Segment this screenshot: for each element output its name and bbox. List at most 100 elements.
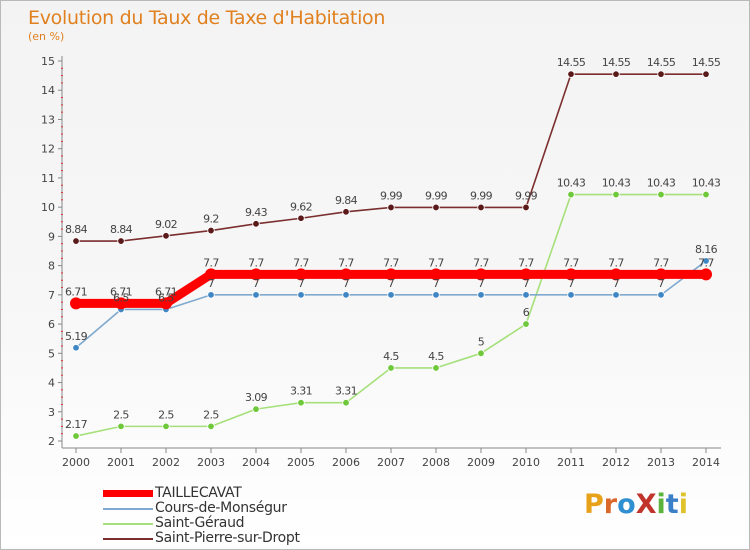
legend-label: Saint-Pierre-sur-Dropt bbox=[155, 530, 300, 546]
series-line bbox=[75, 73, 707, 242]
data-label: 7.7 bbox=[338, 256, 354, 269]
data-point bbox=[207, 291, 215, 299]
data-label: 3.09 bbox=[245, 391, 268, 404]
data-label: 9.02 bbox=[155, 218, 177, 231]
chart-subtitle: (en %) bbox=[28, 30, 65, 43]
data-label: 7 bbox=[208, 277, 215, 290]
data-label: 5 bbox=[478, 335, 485, 348]
data-label: 14.55 bbox=[647, 56, 676, 69]
logo-letter: t bbox=[665, 489, 679, 520]
data-label: 7 bbox=[298, 277, 305, 290]
data-label: 7 bbox=[253, 277, 260, 290]
data-label: 14.55 bbox=[602, 56, 631, 69]
y-tick-label: 7 bbox=[48, 289, 55, 302]
data-point bbox=[162, 422, 170, 431]
x-tick-label: 2003 bbox=[197, 456, 225, 469]
data-point bbox=[160, 297, 172, 310]
data-label: 9.99 bbox=[380, 189, 403, 202]
data-point bbox=[612, 291, 620, 299]
data-point bbox=[702, 257, 710, 265]
data-point bbox=[117, 422, 125, 431]
data-point bbox=[657, 291, 665, 299]
data-label: 2.5 bbox=[203, 408, 219, 421]
data-point bbox=[252, 405, 260, 413]
data-point bbox=[702, 190, 710, 199]
data-point bbox=[297, 214, 305, 222]
y-tick-label: 13 bbox=[41, 113, 55, 126]
data-point bbox=[295, 268, 307, 281]
data-point bbox=[207, 422, 215, 431]
data-point bbox=[475, 268, 487, 281]
data-label: 7 bbox=[433, 277, 440, 290]
data-label: 2.17 bbox=[65, 418, 88, 431]
x-tick-label: 2007 bbox=[377, 456, 405, 469]
data-label: 8.16 bbox=[695, 243, 718, 256]
data-label: 7.7 bbox=[383, 256, 399, 269]
data-label: 7 bbox=[388, 277, 395, 290]
data-label: 4.5 bbox=[428, 350, 444, 363]
data-point bbox=[610, 268, 622, 281]
data-label: 7 bbox=[613, 277, 620, 290]
y-tick-label: 6 bbox=[48, 318, 55, 331]
data-point bbox=[117, 237, 125, 245]
logo-letter: o bbox=[617, 489, 636, 520]
data-point bbox=[387, 364, 395, 372]
y-tick-label: 10 bbox=[41, 201, 55, 214]
data-point bbox=[342, 399, 350, 407]
data-label: 6.71 bbox=[65, 285, 87, 298]
data-label: 9.99 bbox=[515, 189, 538, 202]
y-tick-label: 11 bbox=[41, 172, 55, 185]
data-point bbox=[522, 203, 530, 212]
data-point bbox=[297, 399, 305, 407]
y-tick-label: 15 bbox=[41, 55, 55, 68]
x-tick-label: 2004 bbox=[242, 456, 270, 469]
legend-swatch bbox=[103, 538, 153, 540]
data-label: 6.5 bbox=[113, 291, 129, 304]
data-label: 7.7 bbox=[248, 256, 264, 269]
data-point bbox=[567, 190, 575, 199]
data-label: 7.7 bbox=[563, 256, 579, 269]
data-label: 7.7 bbox=[608, 256, 624, 269]
data-point bbox=[387, 203, 395, 212]
data-label: 14.55 bbox=[557, 56, 586, 69]
data-point bbox=[657, 190, 665, 199]
data-point bbox=[387, 291, 395, 299]
data-point bbox=[612, 70, 620, 78]
x-tick-label: 2006 bbox=[332, 456, 360, 469]
data-point bbox=[477, 349, 485, 358]
data-label: 10.43 bbox=[602, 177, 631, 190]
data-point bbox=[522, 291, 530, 299]
data-label: 7.7 bbox=[473, 256, 489, 269]
legend-swatch bbox=[103, 523, 153, 525]
data-point bbox=[342, 208, 350, 216]
legend-swatch bbox=[103, 508, 153, 510]
data-label: 7.7 bbox=[653, 256, 669, 269]
legend-label: Saint-Géraud bbox=[155, 515, 245, 531]
data-point bbox=[252, 220, 260, 228]
data-point bbox=[207, 226, 215, 235]
y-tick-label: 4 bbox=[48, 377, 55, 390]
data-point bbox=[565, 268, 577, 281]
data-label: 3.31 bbox=[290, 385, 312, 398]
data-point bbox=[342, 291, 350, 299]
proxiti-logo: ProXiti bbox=[584, 489, 688, 520]
data-point bbox=[655, 268, 667, 281]
data-point bbox=[702, 70, 710, 78]
data-label: 8.84 bbox=[110, 223, 133, 236]
data-label: 9.99 bbox=[470, 189, 493, 202]
data-label: 7.7 bbox=[293, 256, 309, 269]
data-point bbox=[430, 268, 442, 281]
x-tick-label: 2008 bbox=[422, 456, 450, 469]
y-tick-label: 14 bbox=[41, 84, 55, 97]
data-label: 9.2 bbox=[203, 213, 219, 226]
data-point bbox=[115, 297, 127, 310]
data-point bbox=[72, 237, 80, 245]
x-tick-label: 2014 bbox=[692, 456, 720, 469]
x-tick-label: 2009 bbox=[467, 456, 495, 469]
data-point bbox=[72, 432, 80, 440]
data-point bbox=[252, 291, 260, 299]
data-label: 8.84 bbox=[65, 223, 88, 236]
data-label: 7.7 bbox=[428, 256, 444, 269]
data-point bbox=[520, 268, 532, 281]
